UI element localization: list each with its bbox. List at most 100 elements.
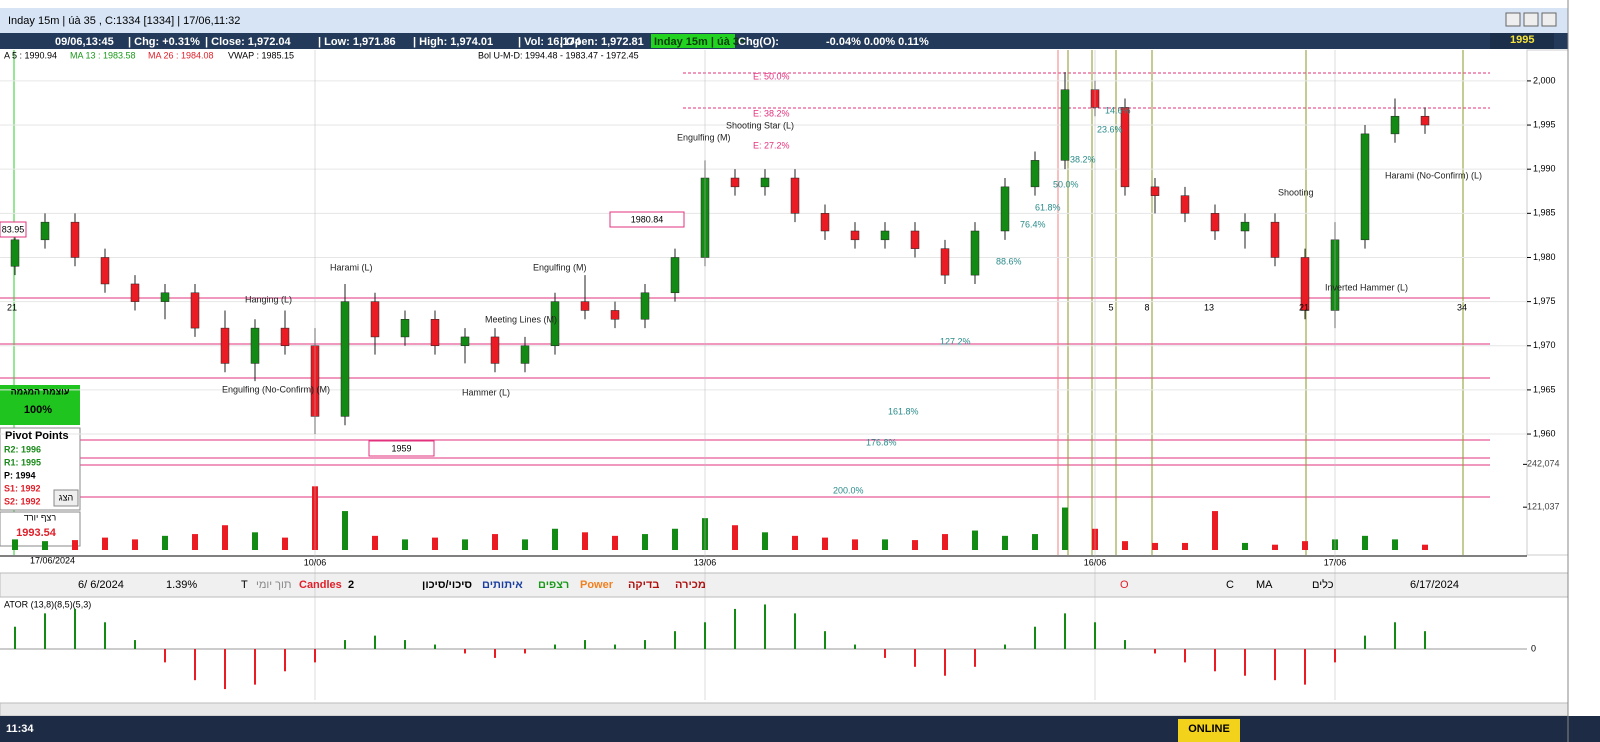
price-badge-bg: [1490, 33, 1554, 49]
fib-lines: [0, 72, 1490, 498]
volume-tick-label: 242,074: [1527, 459, 1560, 469]
volume-bar: [372, 535, 378, 550]
volume-bar: [1272, 544, 1278, 550]
pattern-label: Shooting Star (L): [726, 120, 794, 130]
cycle-count: 21: [7, 302, 17, 312]
info-item: | Open: 1,972.81: [560, 36, 644, 48]
candle-body: [1030, 160, 1040, 188]
clock: 11:34: [6, 723, 34, 735]
toolbar-item[interactable]: כלים: [1312, 578, 1334, 591]
toolbar-item[interactable]: איתותים: [482, 579, 523, 591]
fib-label: 61.8%: [1035, 202, 1061, 212]
volume-bar: [1422, 544, 1428, 550]
candle-body: [1420, 115, 1430, 126]
toolbar-item[interactable]: O: [1120, 579, 1129, 591]
candle-body: [1000, 186, 1010, 232]
volume-bar: [642, 534, 648, 550]
toolbar-item[interactable]: C: [1226, 579, 1234, 591]
candle-body: [1150, 186, 1160, 196]
candle-body: [400, 319, 410, 338]
indicator-value: Bol U-M-D: 1994.48 - 1983.47 - 1972.45: [478, 50, 639, 60]
info-item: | Chg: +0.31%: [128, 36, 200, 48]
fib-label: 127.2%: [940, 336, 971, 346]
cycle-count: 5: [1108, 302, 1113, 312]
scrollbar[interactable]: [0, 702, 1569, 717]
volume-bar: [192, 534, 198, 550]
toolbar-item[interactable]: 6/17/2024: [1410, 579, 1459, 591]
volume-bar: [522, 539, 528, 550]
indicator-value: A 5 : 1990.94: [4, 50, 57, 60]
cycle-count: 21: [1299, 302, 1309, 312]
price-box-label: 83.95: [2, 224, 25, 234]
candle-body: [970, 230, 980, 276]
title-bar: [0, 8, 1568, 33]
price-box: [609, 211, 685, 228]
pivot-title: Pivot Points: [5, 430, 69, 442]
toolbar-item[interactable]: Candles: [299, 579, 342, 591]
trend-value: 100%: [24, 404, 52, 416]
volume-bar: [432, 537, 438, 550]
toolbar-item[interactable]: בדיקה: [628, 579, 659, 591]
chg-o-label: Chg(O):: [738, 36, 779, 48]
pattern-label: Harami (L): [330, 262, 373, 272]
toolbar-item[interactable]: מכירה: [675, 579, 706, 591]
volume-bar: [1362, 535, 1368, 550]
fib-label: 50.0%: [1053, 179, 1079, 189]
oscillator-panel: [0, 598, 1568, 702]
toolbar-item[interactable]: 1.39%: [166, 579, 197, 591]
fib-label: E: 38.2%: [753, 108, 790, 118]
candle-body: [370, 301, 380, 338]
volume-bar: [282, 537, 288, 550]
volume-bar: [102, 537, 108, 550]
volume-bar: [1002, 535, 1008, 550]
toolbar-item[interactable]: 6/ 6/2024: [78, 579, 124, 591]
pattern-label: Shooting: [1278, 187, 1314, 197]
candle-body: [250, 327, 260, 364]
minimize-button[interactable]: [1505, 12, 1521, 27]
fib-label: E: 50.0%: [753, 71, 790, 81]
toolbar-item[interactable]: סיכוי/סיכון: [422, 579, 472, 591]
maximize-button[interactable]: [1523, 12, 1539, 27]
volume-bar: [1152, 542, 1158, 550]
toolbar-item: תוך יומי: [256, 579, 292, 591]
toolbar-item[interactable]: רצפים: [538, 579, 569, 591]
show-button-label[interactable]: הצג: [59, 492, 73, 502]
x-tick-label: 13/06: [694, 557, 717, 567]
y-tick-label: 1,960: [1533, 428, 1556, 438]
info-item: | High: 1,974.01: [413, 36, 493, 48]
volume-bar: [1212, 511, 1218, 550]
pattern-label: Hanging (L): [245, 294, 292, 304]
oscillator-tick: 0: [1531, 643, 1536, 653]
volume-bar: [792, 535, 798, 550]
volume-bar: [732, 525, 738, 550]
toolbar-item[interactable]: MA: [1256, 579, 1273, 591]
candle-body: [1390, 115, 1400, 135]
candle-body: [430, 319, 440, 347]
window-title: Inday 15m | úà 35 , C:1334 [1334] | 17/0…: [8, 15, 240, 27]
pivot-level: R1: 1995: [4, 457, 41, 467]
toolbar-item[interactable]: Power: [580, 579, 614, 591]
toolbar-item[interactable]: T: [241, 579, 248, 591]
volume-bar: [342, 511, 348, 550]
pattern-label: Engulfing (M): [677, 132, 731, 142]
candle-body: [1270, 221, 1280, 258]
cycle-count: 34: [1457, 302, 1467, 312]
candle-body: [1360, 133, 1370, 241]
status: ONLINE: [1188, 723, 1230, 735]
volume-bar: [1122, 541, 1128, 550]
toolbar-item[interactable]: 2: [348, 579, 354, 591]
show-button[interactable]: [53, 489, 79, 507]
volume-bar: [942, 534, 948, 550]
volume-bar: [402, 539, 408, 550]
y-tick-label: 1,975: [1533, 296, 1556, 306]
cycle-count: 8: [1144, 302, 1149, 312]
candle-body: [40, 221, 50, 241]
pattern-label: Meeting Lines (M): [485, 314, 557, 324]
pivot-level: S2: 1992: [4, 496, 41, 506]
price-box: [0, 221, 27, 238]
close-button[interactable]: [1541, 12, 1557, 27]
volume-bar: [12, 539, 18, 550]
panel-date: 17/06/2024: [30, 555, 75, 565]
y-tick-label: 1,990: [1533, 164, 1556, 174]
